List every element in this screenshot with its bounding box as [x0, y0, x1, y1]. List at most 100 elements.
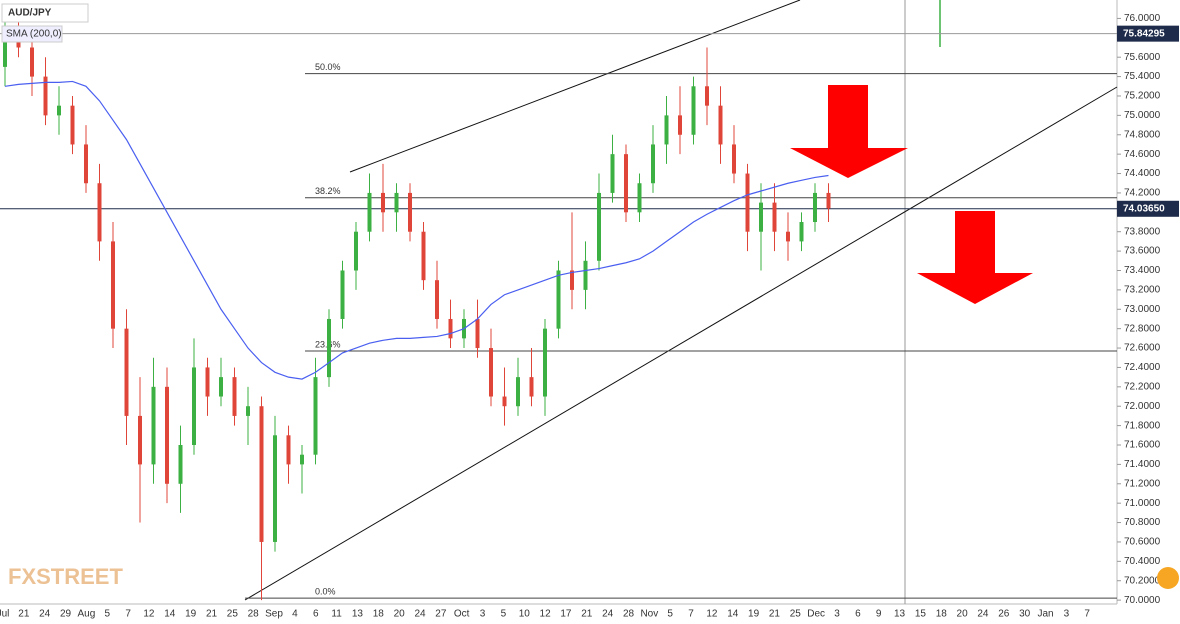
x-tick-label: 12 — [143, 609, 155, 620]
x-tick-label: 24 — [977, 609, 989, 620]
candle-body — [192, 367, 196, 446]
x-tick-label: 10 — [519, 609, 531, 620]
candle-body — [84, 144, 88, 184]
candle-body — [286, 435, 291, 465]
y-tick-label: 72.4000 — [1124, 362, 1161, 373]
x-tick-label: 5 — [667, 609, 673, 620]
lower-trendline — [244, 86, 1118, 601]
x-tick-label: 25 — [227, 609, 239, 620]
x-tick-label: 21 — [18, 609, 30, 620]
x-tick-label: 7 — [1084, 609, 1090, 620]
y-tick-label: 70.8000 — [1124, 517, 1161, 528]
candle-body — [165, 386, 169, 484]
fib-label: 50.0% — [315, 62, 341, 72]
x-tick-label: Nov — [640, 609, 658, 620]
candle-body — [43, 76, 48, 116]
x-tick-label: 12 — [540, 609, 552, 620]
candle-body — [246, 406, 250, 416]
candle-body — [624, 154, 628, 213]
y-tick-label: 72.8000 — [1124, 323, 1161, 334]
candle-body — [138, 415, 142, 465]
y-tick-label: 74.2000 — [1124, 188, 1161, 199]
notification-icon[interactable] — [1157, 567, 1179, 589]
candle-body — [273, 435, 277, 542]
candle-body — [394, 192, 399, 213]
candle-body — [448, 318, 453, 339]
x-tick-label: 26 — [998, 609, 1010, 620]
x-tick-label: 28 — [248, 609, 260, 620]
candle-body — [70, 105, 75, 145]
sma-line — [4, 80, 829, 380]
candle-body — [124, 328, 129, 416]
x-tick-label: 30 — [1019, 609, 1031, 620]
upper-trendline — [349, 0, 801, 173]
candle-body — [205, 367, 210, 397]
y-tick-label: 75.0000 — [1124, 110, 1161, 121]
candle-body — [813, 192, 817, 223]
x-tick-label: 13 — [352, 609, 364, 620]
x-tick-label: 21 — [581, 609, 593, 620]
symbol: AUD/JPY — [8, 8, 52, 19]
x-tick-label: 5 — [501, 609, 507, 620]
x-tick-label: 14 — [727, 609, 739, 620]
y-tick-label: 74.4000 — [1124, 168, 1161, 179]
x-tick-label: 11 — [331, 609, 342, 620]
y-tick-label: 72.0000 — [1124, 401, 1161, 412]
indicator-box[interactable] — [1, 25, 63, 43]
x-tick-label: 24 — [602, 609, 614, 620]
y-tick-label: 75.6000 — [1124, 52, 1161, 63]
x-tick-label: 4 — [292, 609, 298, 620]
y-tick-label: 70.2000 — [1124, 575, 1161, 586]
x-tick-label: 13 — [894, 609, 906, 620]
candle-body — [651, 144, 655, 184]
candle-body — [3, 28, 7, 67]
candle-body — [570, 270, 574, 290]
candle-body — [718, 105, 723, 145]
indicator: SMA (200,0) — [6, 29, 62, 40]
candle-body — [543, 328, 547, 397]
x-tick-label: 19 — [748, 609, 760, 620]
candle-body — [826, 192, 831, 209]
candle-body — [475, 318, 480, 349]
fib-label: 38.2% — [315, 186, 341, 196]
y-tick-label: 73.4000 — [1124, 265, 1161, 276]
x-tick-label: 3 — [834, 609, 840, 620]
candle-body — [772, 202, 777, 232]
y-tick-label: 71.4000 — [1124, 459, 1161, 470]
watermark: FXSTREET — [8, 564, 123, 589]
y-tick-label: 72.6000 — [1124, 343, 1161, 354]
y-tick-label: 73.8000 — [1124, 226, 1161, 237]
candle-body — [732, 144, 736, 174]
x-tick-label: 3 — [1064, 609, 1070, 620]
x-tick-label: Jan — [1037, 609, 1053, 620]
price-label-box — [1117, 200, 1179, 217]
arrow-down — [917, 211, 1033, 304]
x-tick-label: 6 — [313, 609, 319, 620]
x-tick-label: 5 — [104, 609, 110, 620]
candle-body — [705, 86, 709, 106]
candle-body — [799, 222, 804, 242]
x-tick-label: 25 — [790, 609, 802, 620]
candle-body — [300, 454, 304, 465]
candle-body — [435, 280, 439, 319]
candle-body — [759, 202, 763, 232]
candle-body — [637, 183, 642, 213]
y-tick-label: 75.4000 — [1124, 71, 1161, 82]
x-tick-label: 17 — [560, 609, 572, 620]
x-tick-label: 15 — [915, 609, 927, 620]
candle-body — [786, 231, 790, 242]
x-tick-label: 19 — [185, 609, 197, 620]
x-tick-label: Aug — [78, 609, 96, 620]
candle-body — [664, 115, 669, 145]
candle-body — [151, 386, 156, 465]
candle-body — [745, 173, 750, 232]
y-tick-label: 75.2000 — [1124, 91, 1161, 102]
y-tick-label: 76.0000 — [1124, 13, 1161, 24]
symbol-box[interactable] — [1, 3, 89, 23]
price-label: 75.84295 — [1123, 28, 1165, 39]
candle-body — [313, 377, 318, 455]
x-tick-label: 9 — [876, 609, 882, 620]
candle-body — [219, 377, 223, 397]
